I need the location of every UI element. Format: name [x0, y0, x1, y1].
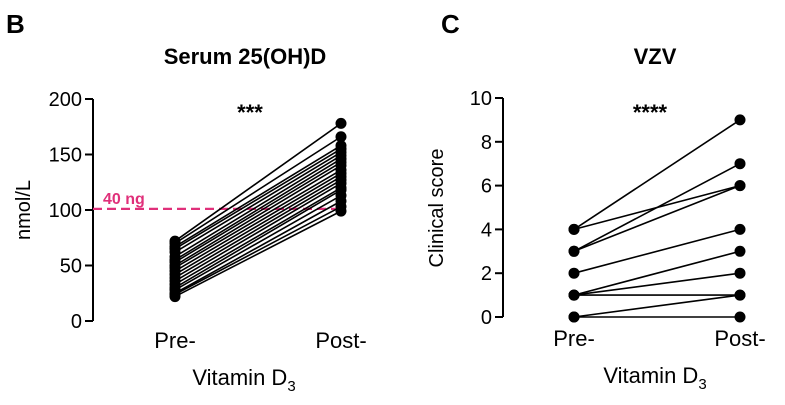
y-tick-label: 0 — [481, 307, 492, 329]
post-point — [734, 223, 746, 235]
x-axis-label-c: Vitamin D3 — [603, 363, 706, 393]
pair-line — [174, 210, 342, 298]
y-tick-label: 2 — [481, 263, 492, 285]
pre-point — [568, 289, 580, 301]
pair-line — [573, 184, 741, 253]
pre-point — [568, 267, 580, 279]
pair-line — [174, 158, 342, 261]
y-axis-b: 0 50 100 150 200 — [49, 89, 94, 333]
reference-label: 40 ng — [103, 191, 145, 208]
pair-line — [573, 250, 741, 296]
post-point — [734, 158, 746, 170]
y-axis-c: 0 2 4 6 8 10 — [470, 88, 504, 329]
post-point — [734, 180, 746, 192]
x-axis-c: Pre- Post- — [553, 326, 765, 351]
pair-line — [174, 169, 342, 269]
pair-line — [174, 154, 342, 258]
post-point — [734, 267, 746, 279]
panel-label-b: B — [6, 9, 25, 39]
pre-point — [568, 223, 580, 235]
pair-line — [174, 144, 342, 248]
y-tick-label: 100 — [49, 200, 82, 222]
x-axis-label-b-sub: 3 — [287, 378, 295, 395]
y-tick-label: 8 — [481, 132, 492, 154]
points-c — [568, 114, 746, 323]
x-axis-b: Pre- Post- — [154, 328, 366, 353]
post-point — [335, 140, 347, 152]
pair-line — [174, 187, 342, 286]
pair-lines-b — [174, 122, 342, 298]
pre-point — [568, 311, 580, 323]
pair-line — [573, 272, 741, 296]
y-tick-label: 6 — [481, 176, 492, 198]
pair-line — [174, 161, 342, 263]
post-point — [734, 245, 746, 257]
pair-line — [573, 119, 741, 231]
pair-line — [573, 294, 741, 318]
x-axis-label-c-main: Vitamin D — [603, 363, 698, 388]
post-point — [734, 114, 746, 126]
pair-line — [174, 182, 342, 282]
x-axis-label-c-sub: 3 — [698, 376, 706, 393]
x-axis-label-b-main: Vitamin D — [192, 365, 287, 390]
x-tick-label: Pre- — [154, 328, 196, 353]
pair-line — [174, 164, 342, 267]
points-b — [169, 117, 347, 303]
pair-line — [174, 122, 342, 242]
y-tick-label: 0 — [71, 311, 82, 333]
pair-line — [174, 205, 342, 296]
x-tick-label: Post- — [714, 326, 765, 351]
pair-line — [174, 200, 342, 294]
pre-point — [568, 245, 580, 257]
y-axis-label-b: nmol/L — [13, 180, 35, 240]
y-tick-label: 4 — [481, 219, 492, 241]
x-axis-label-b: Vitamin D3 — [192, 365, 295, 395]
panel-c: C VZV **** Clinical score 0 2 4 6 8 10 Pre- Po… — [426, 9, 766, 393]
pair-line — [174, 136, 342, 244]
pair-line — [174, 194, 342, 291]
significance-b: *** — [237, 100, 263, 125]
pair-line — [573, 184, 741, 231]
chart-title-b: Serum 25(OH)D — [164, 44, 327, 69]
x-tick-label: Pre- — [553, 326, 595, 351]
y-tick-label: 200 — [49, 89, 82, 111]
chart-title-c: VZV — [634, 44, 677, 69]
pair-line — [174, 151, 342, 253]
y-tick-label: 10 — [470, 88, 492, 110]
post-point — [335, 117, 347, 129]
pair-line — [174, 148, 342, 250]
post-point — [335, 131, 347, 143]
pair-line — [174, 172, 342, 272]
y-axis-label-c: Clinical score — [426, 149, 448, 268]
y-tick-label: 150 — [49, 145, 82, 167]
panel-label-c: C — [441, 9, 460, 39]
pre-point — [169, 235, 181, 247]
significance-c: **** — [633, 100, 668, 125]
y-tick-label: 50 — [60, 256, 82, 278]
x-tick-label: Post- — [315, 328, 366, 353]
pair-line — [174, 176, 342, 276]
panel-b: B Serum 25(OH)D *** nmol/L 050100150200 … — [6, 9, 367, 395]
pair-lines-c — [573, 119, 741, 318]
reference-line-b: 40 ng — [93, 191, 343, 210]
post-point — [734, 289, 746, 301]
pair-line — [174, 179, 342, 279]
pair-line — [573, 228, 741, 274]
post-point — [734, 311, 746, 323]
pair-line — [174, 189, 342, 289]
